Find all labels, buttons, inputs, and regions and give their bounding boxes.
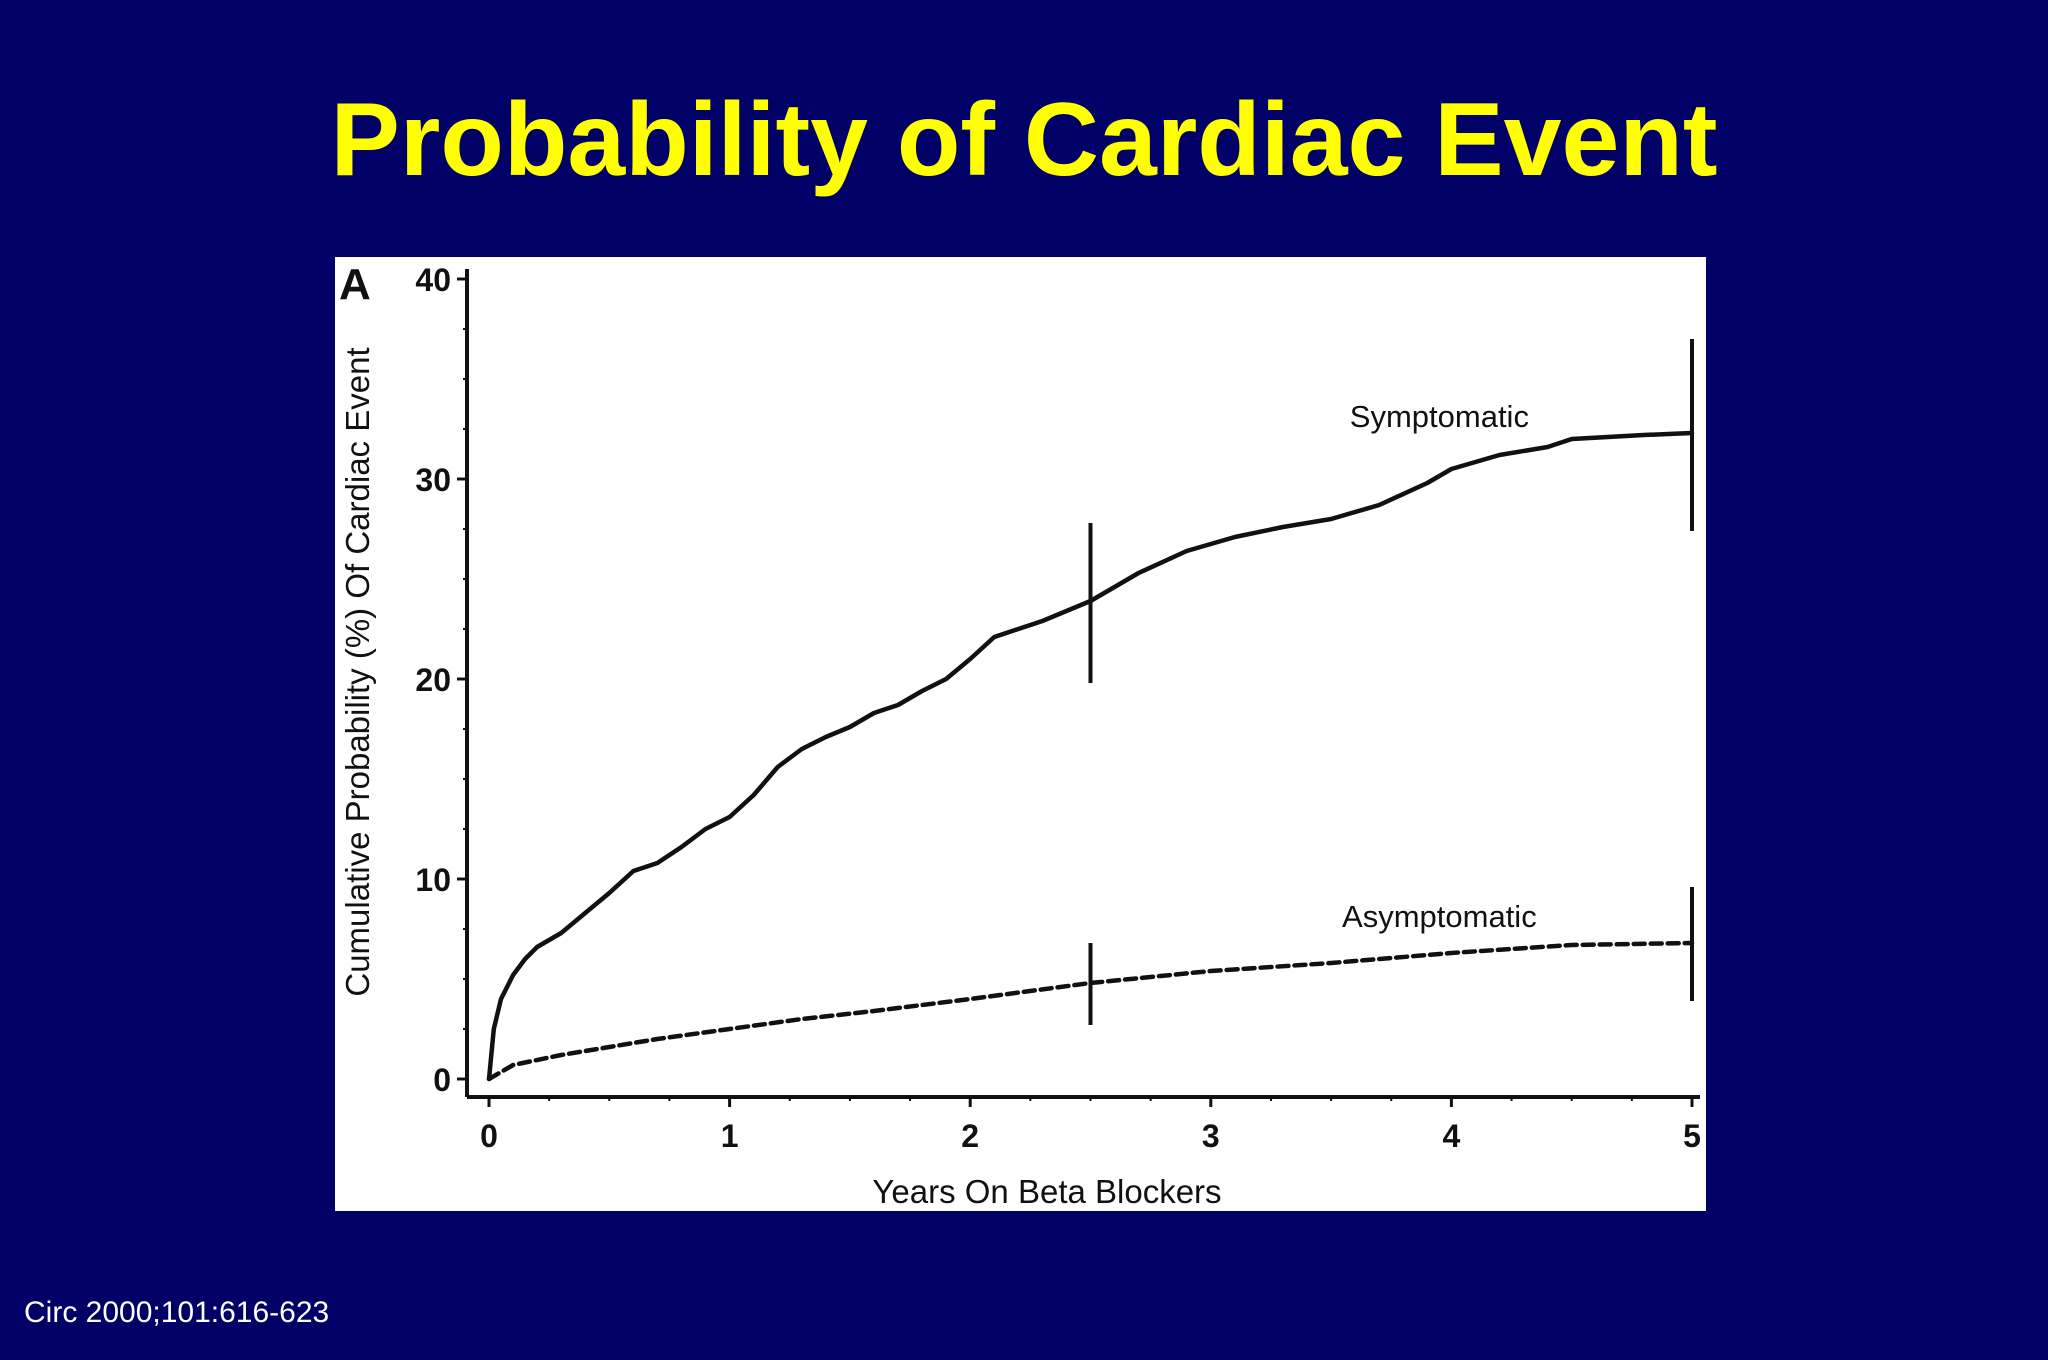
x-tick-label: 5 — [1683, 1118, 1701, 1154]
x-tick-label: 3 — [1202, 1118, 1220, 1154]
y-axis-label: Cumulative Probability (%) Of Cardiac Ev… — [339, 347, 376, 996]
citation: Circ 2000;101:616-623 — [24, 1296, 330, 1329]
series-label-asymptomatic: Asymptomatic — [1342, 899, 1537, 934]
series-line-symptomatic — [486, 430, 1695, 1082]
series-line-asymptomatic — [486, 940, 1695, 1082]
x-tick-label: 1 — [721, 1118, 739, 1154]
x-tick-label: 0 — [480, 1118, 498, 1154]
y-tick-label: 20 — [415, 662, 451, 698]
y-tick-label: 0 — [433, 1062, 451, 1098]
cumulative-probability-chart: A Cumulative Probability (%) Of Cardiac … — [339, 260, 1701, 1210]
y-tick-label: 40 — [415, 262, 451, 298]
figure-panel: A Cumulative Probability (%) Of Cardiac … — [335, 257, 1706, 1211]
slide-title: Probability of Cardiac Event — [330, 82, 1718, 198]
y-tick-label: 30 — [415, 462, 451, 498]
y-tick-label: 10 — [415, 862, 451, 898]
x-tick-label: 4 — [1443, 1118, 1461, 1154]
x-tick-label: 2 — [961, 1118, 979, 1154]
x-axis-label: Years On Beta Blockers — [872, 1173, 1221, 1210]
panel-label: A — [339, 260, 371, 309]
series-label-symptomatic: Symptomatic — [1350, 399, 1529, 434]
